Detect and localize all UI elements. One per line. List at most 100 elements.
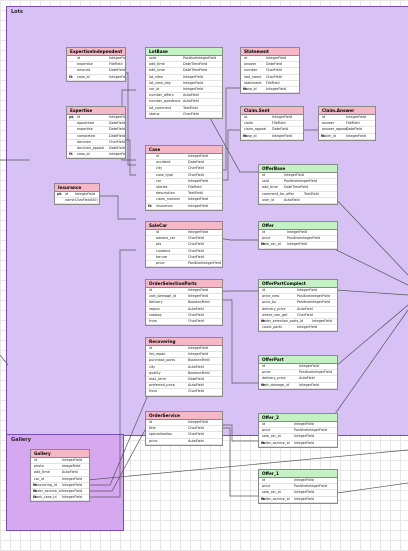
- entity-title: Offer: [259, 222, 337, 230]
- entity-title: Claim.Sent: [241, 107, 303, 115]
- field-row: delivery BooleanField: [146, 300, 222, 307]
- entity-claim-answer[interactable]: Claim.Answer id IntegerField answer FileFi…: [318, 106, 376, 141]
- field-row: answer FileField: [319, 121, 375, 128]
- field-row: fk cart_damage_id IntegerField: [259, 383, 337, 389]
- field-row: stories FileField: [146, 185, 222, 192]
- field-row: lot_view_day IntegerField: [146, 81, 222, 87]
- field-row: where_can_get CharField: [259, 313, 337, 319]
- field-row: sale_car_id IntegerField: [259, 490, 337, 497]
- entity-recovering[interactable]: Recovering id IntegerField list_repair Int…: [145, 337, 223, 397]
- entity-offer-base[interactable]: OfferBase id IntegerField sold PositiveInt…: [258, 164, 338, 205]
- entity-offer-part[interactable]: OfferPart id IntegerField price PositiveIn…: [258, 355, 338, 390]
- field-row: price PositiveIntegerField: [259, 370, 337, 377]
- field-row: comment_for_offer TextField: [259, 192, 337, 198]
- field-row: car_id IntegerField: [31, 477, 89, 483]
- entity-title: SaleCar: [146, 222, 222, 230]
- field-row: city AutoField: [146, 365, 222, 371]
- field-row: owners_car CharField: [146, 236, 222, 243]
- field-row: claim FileField: [241, 121, 303, 128]
- field-row: catalog CharField: [146, 313, 222, 319]
- field-row: fk claim_id IntegerField: [319, 134, 375, 140]
- rel-gallery-external: [86, 449, 408, 481]
- field-row: name CharField(50): [55, 198, 99, 205]
- field-row: tenure CharField: [146, 255, 222, 261]
- entity-title: Expertise: [67, 107, 125, 115]
- field-row: photo ImageField: [31, 464, 89, 471]
- entity-sale-car[interactable]: SaleCar id IntegerField owners_car CharFie…: [145, 221, 223, 269]
- field-row: completed DateField: [67, 134, 125, 140]
- entity-title: Claim.Answer: [319, 107, 375, 115]
- entity-title: Recovering: [146, 338, 222, 346]
- entity-claim-sent[interactable]: Claim.Sent id IntegerField claim FileField…: [240, 106, 304, 141]
- field-row: pts CharField: [146, 242, 222, 249]
- field-row: number_questions AutoField: [146, 99, 222, 106]
- field-row: claim_number IntegerField: [146, 197, 222, 204]
- group-gallery-label: Gallery: [11, 437, 32, 443]
- field-row: list_repair IntegerField: [146, 352, 222, 359]
- field-row: delivery_price AutoField: [259, 307, 337, 313]
- field-row: number_offers AutoField: [146, 93, 222, 100]
- field-row: decision_appeal DateField: [67, 146, 125, 153]
- entity-title: OfferBase: [259, 165, 337, 173]
- entity-title: OfferPartComplect: [259, 280, 337, 288]
- field-row: statement FileField: [241, 81, 299, 87]
- field-row: city CharField: [146, 166, 222, 173]
- field-row: max_term DateField: [146, 377, 222, 384]
- field-row: customs CharField: [146, 249, 222, 255]
- field-row: sale_car_id IntegerField: [259, 434, 337, 441]
- field-row: answer_appeal DateField: [319, 127, 375, 134]
- field-row: lot_view IntegerField: [146, 75, 222, 81]
- entity-case[interactable]: Case id IntegerField accident DateField ci…: [145, 145, 223, 211]
- field-row: fk order_selection_parts_id IntegerField: [259, 319, 337, 326]
- entity-title: LotBase: [146, 48, 222, 56]
- entity-title: Offer_1: [259, 470, 337, 478]
- entity-offer-2[interactable]: Offer_2 id IntegerField price PositiveInte…: [258, 413, 338, 448]
- field-row: price PositiveIntegerField: [259, 236, 337, 243]
- field-row: from CharField: [146, 389, 222, 396]
- field-row: description TextField: [146, 191, 222, 198]
- field-row: sold PositiveIntegerField: [146, 56, 222, 63]
- field-row: status CharField: [146, 112, 222, 118]
- rel-lots-left-external-2: [0, 354, 9, 366]
- entity-title: Gallery: [31, 450, 89, 458]
- field-row: region AutoField: [146, 307, 222, 313]
- entity-order-service[interactable]: OrderService id IntegerField title CharFie…: [145, 411, 223, 446]
- field-row: price PositiveIntegerField: [259, 484, 337, 491]
- field-row: quality BooleanField: [146, 371, 222, 377]
- field-row: user_id AutoField: [259, 198, 337, 204]
- field-row: price_new PositiveIntegerField: [259, 294, 337, 301]
- rel-offerpartcomplect-external: [335, 289, 408, 296]
- entity-statement[interactable]: Statement id IntegerField answer DateField…: [240, 47, 300, 95]
- group-lots-label: Lots: [11, 9, 23, 15]
- entity-lot-base[interactable]: LotBase sold PositiveIntegerField add_tim…: [145, 47, 223, 119]
- entity-offer[interactable]: Offer id IntegerField price PositiveIntege…: [258, 221, 338, 250]
- entity-offer-1[interactable]: Offer_1 id IntegerField price PositiveInte…: [258, 469, 338, 504]
- entity-offer-part-complect[interactable]: OfferPartComplect id IntegerField price_n…: [258, 279, 338, 333]
- rel-gallery-orderservice: [87, 429, 146, 492]
- entity-insurance[interactable]: Insurance pk id IntegerField name CharField…: [54, 183, 100, 206]
- entity-order-selection-parts[interactable]: OrderSelectionParts id IntegerField cart_…: [145, 279, 223, 327]
- field-row: cart_damage_id IntegerField: [146, 294, 222, 301]
- rel-gallery-recovering: [87, 374, 149, 486]
- entity-title: OrderSelectionParts: [146, 280, 222, 288]
- entity-gallery[interactable]: Gallery id IntegerField photo ImageField a…: [30, 449, 90, 503]
- field-row: fk order_service_id IntegerField: [259, 441, 337, 447]
- field-row: amount DateField: [67, 68, 125, 75]
